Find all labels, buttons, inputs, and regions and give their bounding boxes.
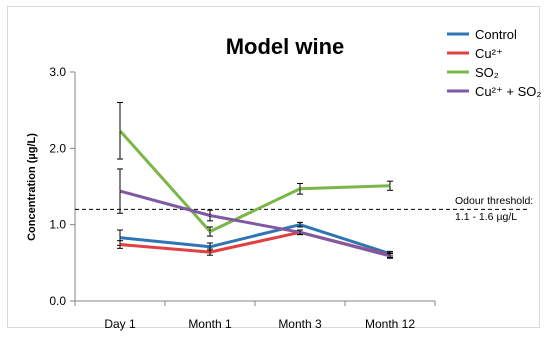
chart-frame <box>7 6 540 328</box>
data-point <box>209 246 211 248</box>
y-tick-label: 3.0 <box>49 65 66 79</box>
data-point <box>299 231 301 233</box>
data-point <box>209 231 211 233</box>
x-tick-label: Month 1 <box>188 317 232 331</box>
series-line <box>118 129 391 234</box>
y-tick-label: 0.0 <box>49 294 66 308</box>
data-point <box>389 185 391 187</box>
y-tick-label: 1.0 <box>49 218 66 232</box>
data-point <box>119 130 121 132</box>
data-point <box>299 188 301 190</box>
x-tick-label: Day 1 <box>104 317 136 331</box>
series-line <box>119 189 391 258</box>
x-tick-label: Month 3 <box>278 317 322 331</box>
series-2 <box>117 102 393 237</box>
legend-entry: Cu²⁺ <box>475 46 503 61</box>
data-point <box>299 224 301 226</box>
series-1 <box>117 229 393 258</box>
legend-entry: Control <box>475 27 517 42</box>
series-line <box>119 223 391 256</box>
y-axis-label: Concentration (µg/L) <box>26 133 38 241</box>
series-0 <box>117 221 393 257</box>
y-tick-label: 2.0 <box>49 141 66 155</box>
data-point <box>209 251 211 253</box>
data-point <box>119 237 121 239</box>
x-tick-label: Month 12 <box>365 317 415 331</box>
legend-entry: Cu²⁺ + SO₂ <box>475 84 541 99</box>
chart-title: Model wine <box>226 34 345 59</box>
data-point <box>209 215 211 217</box>
series-3 <box>117 168 393 259</box>
data-point <box>119 244 121 246</box>
threshold-label-line1: Odour threshold: <box>455 195 533 207</box>
threshold-label-line2: 1.1 - 1.6 µg/L <box>455 211 517 223</box>
data-point <box>389 255 391 257</box>
legend-entry: SO₂ <box>475 65 499 80</box>
data-point <box>119 190 121 192</box>
